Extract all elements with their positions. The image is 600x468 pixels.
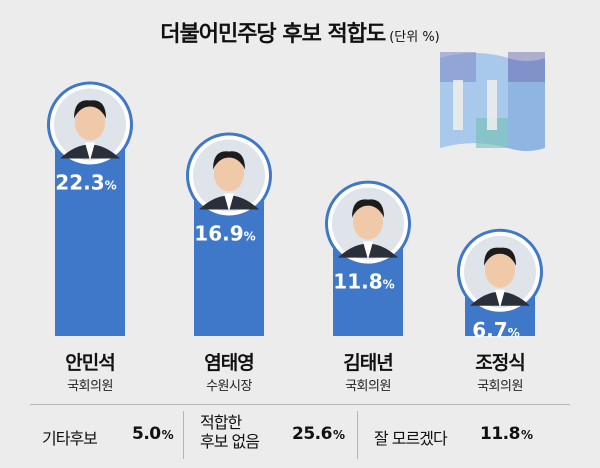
candidate-photo-2 — [186, 132, 272, 219]
candidate-role-4: 국회의원 — [477, 379, 523, 394]
candidate-name-3: 김태년 — [343, 352, 393, 374]
footer-separator — [357, 411, 358, 459]
other-candidates-value: 5.0% — [132, 424, 174, 444]
other-candidates-label: 기타후보 — [42, 429, 98, 448]
chart-title: 더불어민주당 후보 적합도 (단위 %) — [0, 16, 600, 48]
candidate-name-2: 염태영 — [204, 352, 254, 374]
candidate-role-1: 국회의원 — [67, 379, 113, 394]
footer-divider — [30, 404, 570, 405]
candidate-photo-3 — [325, 180, 411, 267]
bar-value-label-3: 11.8% — [333, 270, 394, 294]
candidate-role-3: 국회의원 — [345, 379, 391, 394]
unit-label: (단위 %) — [389, 30, 440, 45]
footer-separator — [183, 411, 184, 459]
dont-know-label: 잘 모르겠다 — [374, 429, 448, 448]
candidate-photo-1 — [47, 81, 133, 168]
candidate-photo-4 — [457, 228, 543, 315]
no-suitable-candidate-value: 25.6% — [292, 424, 345, 444]
bar-value-label-4: 6.7% — [472, 318, 519, 342]
bar-value-label-2: 16.9% — [194, 221, 255, 245]
party-flag-icon — [440, 52, 545, 151]
candidate-name-1: 안민석 — [65, 352, 115, 374]
dont-know-value: 11.8% — [480, 424, 533, 444]
no-suitable-candidate-label: 적합한 후보 없음 — [200, 413, 260, 451]
bar-value-label-1: 22.3% — [55, 170, 116, 194]
candidate-role-2: 수원시장 — [206, 379, 252, 394]
candidate-name-4: 조정식 — [475, 352, 525, 374]
chart-title-text: 더불어민주당 후보 적합도 — [160, 22, 386, 47]
